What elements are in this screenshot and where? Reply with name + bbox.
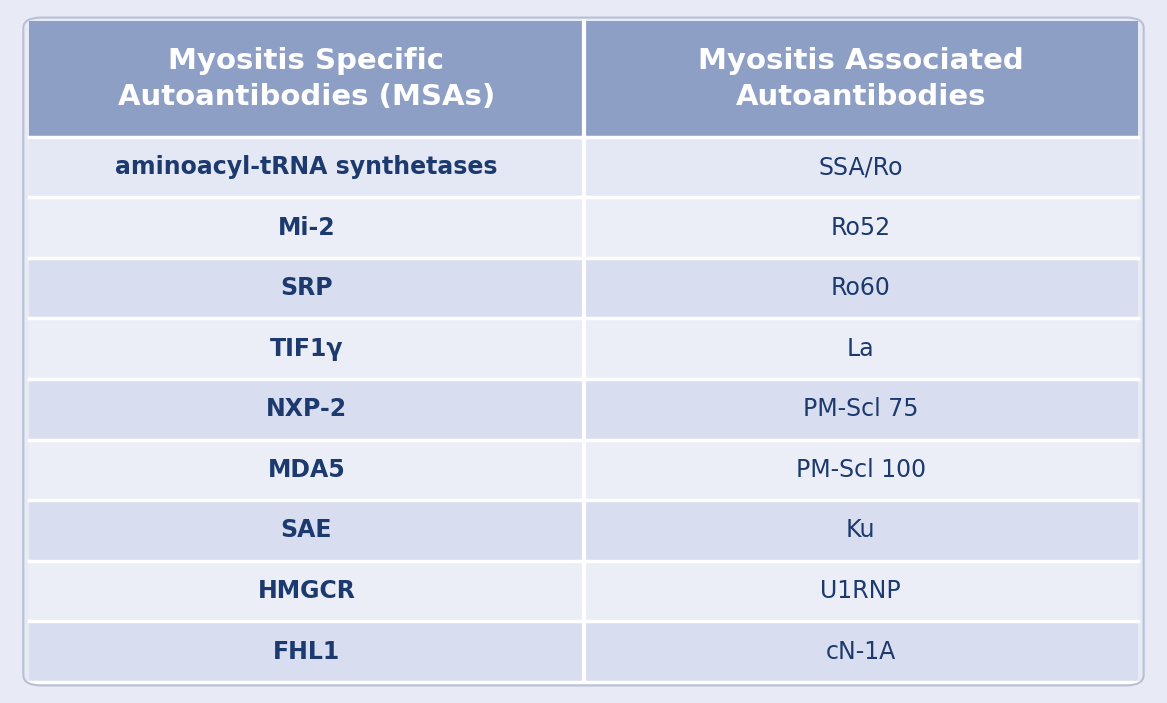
Text: Myositis Associated
Autoantibodies: Myositis Associated Autoantibodies bbox=[698, 47, 1023, 111]
Bar bbox=[29, 379, 583, 439]
Bar bbox=[584, 198, 1138, 258]
Bar bbox=[584, 621, 1138, 682]
Bar bbox=[584, 258, 1138, 318]
Text: SAE: SAE bbox=[280, 519, 333, 543]
Bar bbox=[584, 318, 1138, 379]
Text: HMGCR: HMGCR bbox=[258, 579, 355, 603]
Text: aminoacyl-tRNA synthetases: aminoacyl-tRNA synthetases bbox=[116, 155, 497, 179]
Text: cN-1A: cN-1A bbox=[825, 640, 896, 664]
Bar bbox=[29, 501, 583, 561]
Text: MDA5: MDA5 bbox=[267, 458, 345, 482]
Text: TIF1γ: TIF1γ bbox=[270, 337, 343, 361]
Text: PM-Scl 75: PM-Scl 75 bbox=[803, 397, 918, 421]
Text: SRP: SRP bbox=[280, 276, 333, 300]
Bar bbox=[584, 136, 1138, 198]
Text: Ku: Ku bbox=[846, 519, 875, 543]
Bar bbox=[584, 439, 1138, 501]
Bar bbox=[584, 501, 1138, 561]
Bar bbox=[29, 621, 583, 682]
Bar bbox=[29, 318, 583, 379]
Bar bbox=[29, 136, 583, 198]
Bar bbox=[29, 21, 1138, 136]
Text: FHL1: FHL1 bbox=[273, 640, 340, 664]
Bar bbox=[584, 561, 1138, 621]
Text: PM-Scl 100: PM-Scl 100 bbox=[796, 458, 925, 482]
Text: Ro52: Ro52 bbox=[831, 216, 890, 240]
Text: Mi-2: Mi-2 bbox=[278, 216, 335, 240]
Bar bbox=[584, 379, 1138, 439]
Bar bbox=[29, 258, 583, 318]
Text: Ro60: Ro60 bbox=[831, 276, 890, 300]
Text: NXP-2: NXP-2 bbox=[266, 397, 347, 421]
Bar bbox=[29, 439, 583, 501]
Text: La: La bbox=[847, 337, 874, 361]
Text: Myositis Specific
Autoantibodies (MSAs): Myositis Specific Autoantibodies (MSAs) bbox=[118, 47, 495, 111]
Text: U1RNP: U1RNP bbox=[820, 579, 901, 603]
Bar bbox=[29, 561, 583, 621]
Text: SSA/Ro: SSA/Ro bbox=[818, 155, 903, 179]
Bar bbox=[29, 198, 583, 258]
